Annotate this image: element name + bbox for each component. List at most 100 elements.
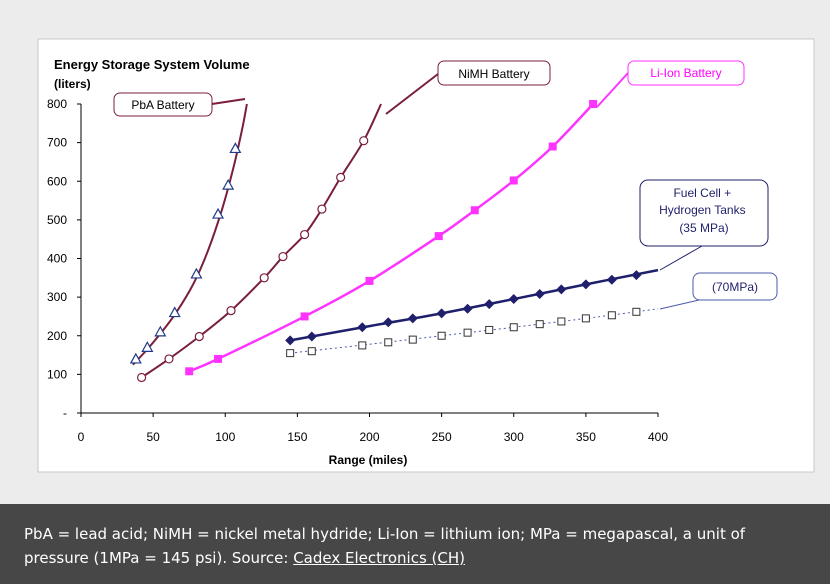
callout-fuelcell: Fuel Cell + Hydrogen Tanks (35 MPa) [639,179,769,271]
x-tick-label: 300 [504,430,524,444]
data-point [557,317,566,326]
callout-pba: PbA Battery [113,92,246,117]
data-point [484,299,495,310]
y-tick-label: - [63,406,67,420]
series-2 [185,100,598,376]
y-tick-label: 800 [47,97,67,111]
x-tick-label: 400 [648,430,668,444]
data-point [336,172,346,182]
y-tick-label: 700 [47,136,67,150]
y-tick-label: 400 [47,252,67,266]
data-point [168,306,181,318]
caption-text: PbA = lead acid; NiMH = nickel metal hyd… [24,525,746,567]
chart-title: Energy Storage System Volume [54,57,250,72]
data-point [164,354,174,364]
data-point [384,338,393,347]
data-point [580,279,591,290]
data-point [306,331,317,342]
data-point [229,142,242,154]
series-1 [136,103,382,383]
data-point [383,317,394,328]
data-point [285,335,296,346]
figure-caption: PbA = lead acid; NiMH = nickel metal hyd… [0,504,830,584]
axis-ticks: 0 50 100 150 200 250 300 350 400 - 100 200 300 400 500… [47,97,668,444]
data-point [259,273,269,283]
data-point [190,267,203,279]
data-point [509,176,518,185]
data-point [307,347,316,356]
series-0 [129,103,248,366]
data-point [470,206,479,215]
y-tick-label: 600 [47,174,67,188]
chart-figure: Energy Storage System Volume (liters) Ra… [0,0,830,504]
data-point [463,328,472,337]
data-point [299,229,310,240]
series-line [188,103,594,373]
data-point [434,232,443,241]
data-point [278,251,288,262]
legend-fuelcell-line3: (35 MPa) [679,221,728,235]
data-point [185,367,194,376]
data-point [509,323,518,332]
data-point [136,372,147,383]
callout-liion: Li-Ion Battery [596,60,745,108]
y-axis-label: (liters) [54,77,91,91]
data-point [357,322,368,333]
callout-70mpa: (70MPa) [659,272,778,310]
data-point [508,294,519,305]
data-point [358,341,367,350]
y-tick-label: 200 [47,329,67,343]
data-point [365,276,374,285]
legend-pba: PbA Battery [131,98,194,112]
data-point [632,307,641,316]
data-point [485,325,494,334]
legend-fuelcell-line1: Fuel Cell + [673,186,731,200]
legend-fuelcell-line2: Hydrogen Tanks [659,203,746,217]
data-point [141,341,154,352]
series-layer [129,100,659,383]
data-point [226,306,236,316]
x-axis-label: Range (miles) [329,453,408,467]
data-point [535,320,544,329]
legend-fuelcell: Fuel Cell + Hydrogen Tanks (35 MPa) [659,186,749,235]
series-3 [285,268,659,346]
x-tick-label: 200 [359,430,379,444]
y-tick-label: 100 [47,367,67,381]
x-tick-label: 0 [78,430,85,444]
data-point [436,308,447,319]
data-point [300,312,309,321]
data-point [359,136,369,146]
data-point [606,274,617,285]
data-point [581,314,590,323]
data-point [548,142,557,151]
y-tick-label: 500 [47,213,67,227]
data-point [589,100,598,108]
data-point [129,352,142,364]
legend-70mpa: (70MPa) [712,280,758,294]
data-point [286,349,295,358]
x-tick-label: 350 [576,430,596,444]
data-point [222,178,235,190]
x-tick-label: 250 [432,430,452,444]
data-point [437,331,446,340]
data-point [556,284,567,295]
x-tick-label: 100 [215,430,235,444]
data-point [631,270,642,281]
series-line [132,103,248,366]
data-point [408,335,417,344]
callout-nimh: NiMH Battery [385,60,551,115]
data-point [212,207,225,219]
data-point [607,311,616,320]
x-tick-label: 150 [287,430,307,444]
data-point [407,313,418,324]
data-point [317,204,327,214]
data-point [154,325,167,337]
legend-nimh: NiMH Battery [458,67,529,81]
data-point [194,331,204,342]
data-point [462,303,473,314]
source-link[interactable]: Cadex Electronics (CH) [293,549,465,567]
x-tick-label: 50 [146,430,160,444]
legend-liion: Li-Ion Battery [650,66,721,80]
data-point [214,354,223,363]
y-tick-label: 300 [47,290,67,304]
